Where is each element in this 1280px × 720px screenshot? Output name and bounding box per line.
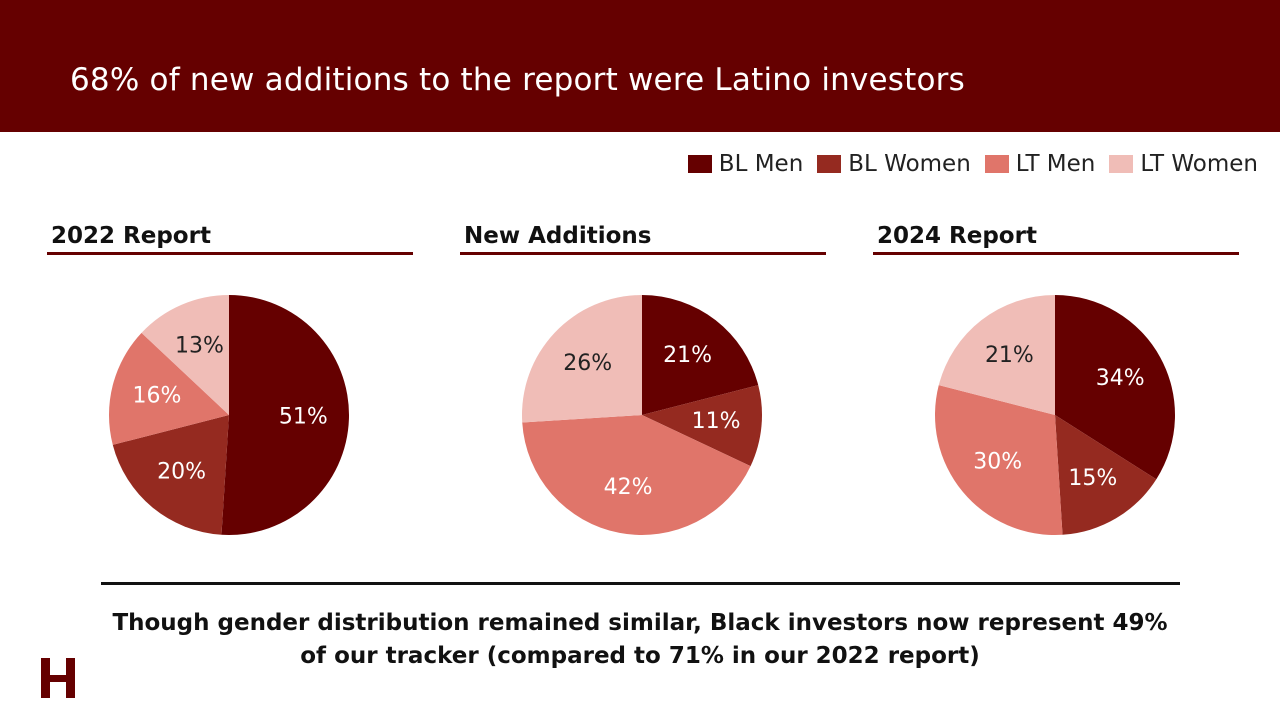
legend-swatch-lt-men — [984, 155, 1009, 173]
legend-item-lt-women: LT Women — [1109, 151, 1258, 177]
pie-data-label: 21% — [663, 343, 712, 368]
pie-chart-2022-report: 51% 20% 16% 13% — [109, 295, 349, 535]
pie-data-label: 30% — [973, 449, 1022, 474]
pie-slice-bl-women — [1055, 415, 1157, 535]
pie-slice-lt-women — [522, 295, 642, 423]
pie-data-label: 42% — [604, 475, 653, 500]
pie-data-label: 26% — [563, 351, 612, 376]
h-logo-icon — [41, 658, 75, 698]
pie-slice-lt-men — [935, 385, 1063, 535]
legend-item-lt-men: LT Men — [984, 151, 1096, 177]
pie-data-label: 20% — [157, 459, 206, 484]
page-title: 68% of new additions to the report were … — [70, 62, 965, 98]
pie-data-label: 34% — [1096, 366, 1145, 391]
pie-data-label: 21% — [985, 343, 1034, 368]
pie-slice-bl-men — [221, 295, 349, 535]
pie-data-label: 51% — [279, 404, 328, 429]
panel-new-additions: New Additions 21% 11% 42% 26% — [460, 220, 826, 535]
pie-data-label: 15% — [1068, 466, 1117, 491]
legend-swatch-bl-men — [687, 155, 712, 173]
chart-title: 2022 Report — [51, 223, 211, 249]
footer-divider — [101, 582, 1180, 585]
pie-slice-bl-women — [112, 415, 229, 535]
footer-note-line-1: Though gender distribution remained simi… — [112, 610, 1168, 636]
legend-item-bl-men: BL Men — [687, 151, 804, 177]
pie-slice-lt-women — [141, 295, 229, 415]
pie-slice-lt-men — [522, 415, 751, 535]
pie-data-label: 11% — [692, 409, 741, 434]
legend-label: BL Women — [848, 151, 971, 177]
panel-2024-report: 2024 Report 34% 15% 30% 21% — [873, 220, 1239, 535]
pie-slice-bl-men — [1055, 295, 1175, 480]
pie-slice-lt-men — [109, 332, 229, 445]
pie-chart-2024-report: 34% 15% 30% 21% — [935, 295, 1175, 535]
legend-label: BL Men — [718, 151, 804, 177]
title-underline — [873, 252, 1239, 255]
legend-label: LT Women — [1140, 151, 1258, 177]
pie-data-label: 16% — [132, 383, 181, 408]
title-underline — [460, 252, 826, 255]
pie-chart-new-additions: 21% 11% 42% 26% — [522, 295, 762, 535]
legend-swatch-bl-women — [817, 155, 842, 173]
legend-item-bl-women: BL Women — [817, 151, 971, 177]
header-banner: 68% of new additions to the report were … — [0, 0, 1280, 132]
footer-note-line-2: of our tracker (compared to 71% in our 2… — [300, 643, 980, 669]
legend-swatch-lt-women — [1109, 155, 1134, 173]
panel-2022-report: 2022 Report 51% 20% 16% 13% — [47, 220, 413, 535]
chart-title: 2024 Report — [877, 223, 1037, 249]
pie-slice-bl-men — [642, 295, 759, 415]
pie-slice-bl-women — [642, 385, 762, 467]
chart-title: New Additions — [464, 223, 652, 249]
title-underline — [47, 252, 413, 255]
pie-slice-lt-women — [938, 295, 1055, 415]
legend: BL Men BL Women LT Men LT Women — [687, 150, 1258, 178]
legend-label: LT Men — [1015, 151, 1096, 177]
pie-data-label: 13% — [175, 334, 224, 359]
